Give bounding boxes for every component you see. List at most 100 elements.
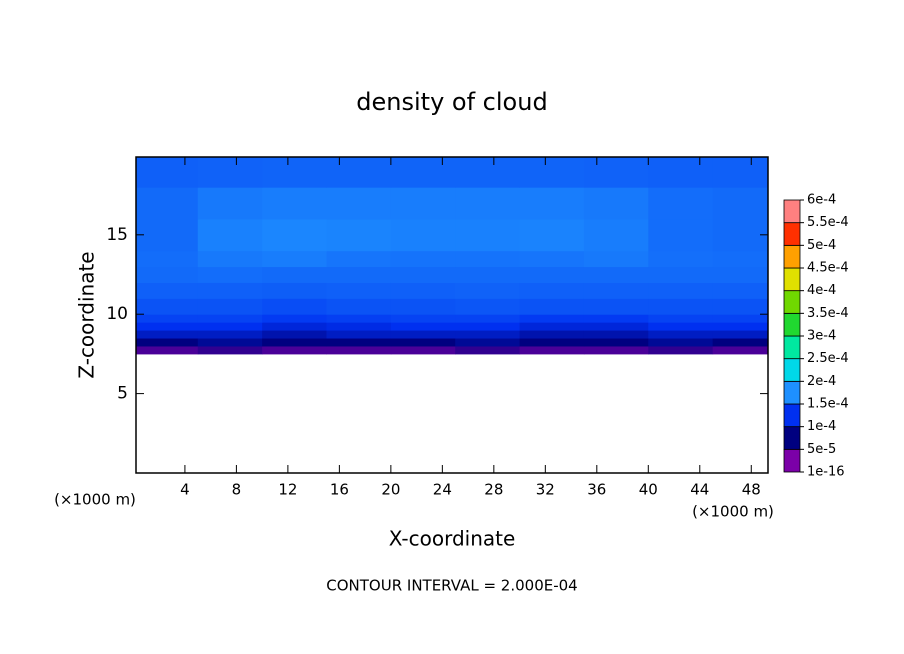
x-tick-label: 16: [330, 481, 349, 499]
contour-cell: [712, 187, 768, 220]
y-tick-label: 15: [106, 225, 128, 245]
x-unit-label: (×1000 m): [692, 503, 774, 521]
contour-cell: [455, 218, 521, 252]
contour-cell: [583, 345, 649, 355]
contour-cell: [712, 282, 768, 299]
colorbar-label: 5e-5: [807, 442, 836, 457]
contour-cell: [136, 250, 199, 268]
contour-cell: [390, 322, 456, 331]
contour-cell: [648, 266, 714, 283]
contour-cell: [390, 345, 456, 355]
colorbar: 1e-16 5e-5 1e-4 1.5e-4 2e-4 2.5e-4 3e-4 3.5e-4 4…: [783, 193, 849, 480]
x-tick-label: 36: [587, 481, 606, 499]
y-tick-label: 10: [106, 304, 128, 324]
contour-cell: [197, 314, 263, 323]
contour-cell: [648, 157, 714, 188]
colorbar-band: [783, 290, 801, 314]
colorbar-band: [783, 312, 801, 337]
contour-cell: [712, 218, 768, 252]
contour-cell: [390, 157, 456, 188]
contour-cell: [197, 330, 263, 339]
contour-cell: [390, 250, 456, 268]
x-tick-label: 28: [484, 481, 503, 499]
contour-cell: [455, 187, 521, 220]
contour-cell: [583, 157, 649, 188]
contour-cell: [455, 157, 521, 188]
contour-cell: [583, 218, 649, 252]
contour-cell: [136, 187, 199, 220]
x-tick-label: 20: [381, 481, 400, 499]
contour-cell: [197, 187, 263, 220]
contour-cell: [326, 218, 392, 252]
contour-cell: [455, 314, 521, 323]
contour-cell: [648, 218, 714, 252]
contour-cell: [326, 338, 392, 347]
contour-cell: [197, 218, 263, 252]
colorbar-label: 2.5e-4: [807, 351, 849, 366]
contour-cell: [262, 330, 328, 339]
contour-cell: [519, 250, 585, 268]
y-unit-label: (×1000 m): [54, 491, 136, 509]
plot-frame: [135, 156, 769, 474]
contour-cell: [262, 187, 328, 220]
colorbar-label: 1e-16: [807, 465, 845, 480]
contour-cell: [136, 314, 199, 323]
colorbar-band: [783, 267, 801, 292]
contour-cell: [583, 330, 649, 339]
colorbar-band: [783, 222, 801, 246]
contour-cell: [519, 218, 585, 252]
contour-cell: [455, 282, 521, 299]
contour-cell: [648, 187, 714, 220]
x-tick-label: 48: [742, 481, 761, 499]
colorbar-label: 4e-4: [807, 283, 836, 298]
contour-cell: [583, 282, 649, 299]
contour-cell: [197, 298, 263, 315]
contour-cell: [455, 330, 521, 339]
contour-cell: [712, 157, 768, 188]
colorbar-band: [783, 244, 801, 269]
contour-cell: [648, 298, 714, 315]
contour-cell: [712, 330, 768, 339]
contour-cell: [583, 322, 649, 331]
contour-cell: [390, 338, 456, 347]
annotation: CONTOUR INTERVAL = 2.000E-04: [326, 577, 577, 595]
x-tick-label: 44: [690, 481, 709, 499]
colorbar-label: 2e-4: [807, 374, 836, 389]
contour-cell: [197, 157, 263, 188]
contour-cell: [390, 298, 456, 315]
contour-cell: [136, 157, 199, 188]
contour-cell: [712, 298, 768, 315]
contour-cell: [197, 282, 263, 299]
contour-cell: [519, 282, 585, 299]
contour-cell: [455, 338, 521, 347]
contour-cell: [262, 250, 328, 268]
contour-cell: [262, 345, 328, 355]
x-axis-label: X-coordinate: [389, 527, 516, 551]
contour-cell: [519, 314, 585, 323]
contour-cell: [455, 298, 521, 315]
contour-cell: [326, 314, 392, 323]
colorbar-band: [783, 335, 801, 360]
colorbar-label: 4.5e-4: [807, 261, 849, 276]
contour-cell: [197, 322, 263, 331]
colorbar-band: [783, 448, 801, 473]
contour-cell: [262, 322, 328, 331]
colorbar-label: 3.5e-4: [807, 306, 849, 321]
colorbar-band: [783, 426, 801, 450]
contour-cell: [583, 250, 649, 268]
contour-cell: [136, 282, 199, 299]
colorbar-label: 5e-4: [807, 238, 836, 253]
contour-cell: [136, 330, 199, 339]
contour-cell: [326, 330, 392, 339]
contour-cell: [326, 187, 392, 220]
x-tick-label: 24: [433, 481, 452, 499]
contour-cell: [136, 338, 199, 347]
contour-cell: [390, 218, 456, 252]
colorbar-label: 1.5e-4: [807, 397, 849, 412]
contour-cell: [326, 345, 392, 355]
contour-cell: [648, 250, 714, 268]
contour-cell: [519, 322, 585, 331]
contour-cell: [326, 298, 392, 315]
contour-cell: [136, 322, 199, 331]
contour-cell: [583, 187, 649, 220]
